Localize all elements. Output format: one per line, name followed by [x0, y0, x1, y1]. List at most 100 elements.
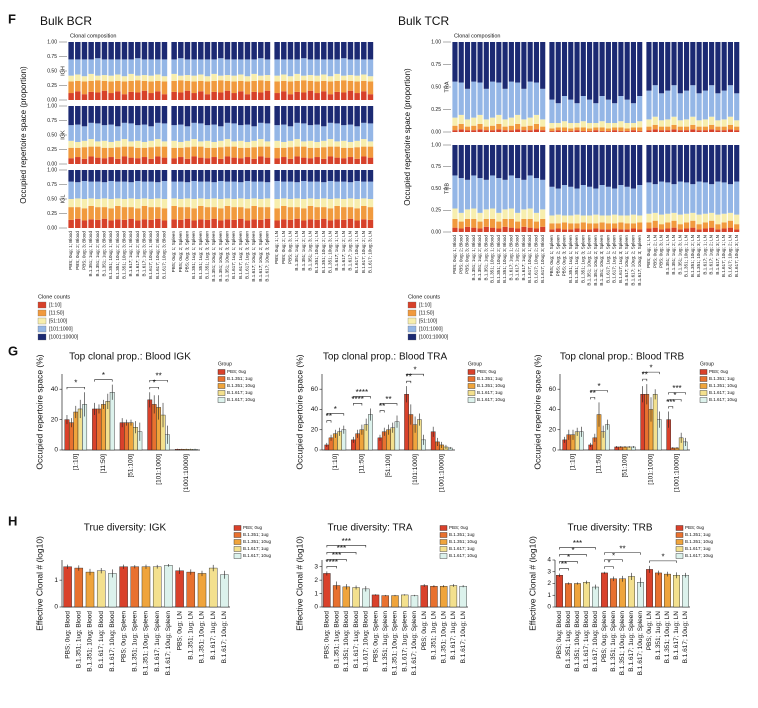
stack-segment: [496, 114, 502, 124]
stack-segment: [727, 145, 734, 185]
legend-label: [1:10]: [419, 302, 432, 308]
stack-segment: [264, 182, 271, 199]
stack-segment: [231, 42, 237, 60]
stack-segment: [361, 198, 367, 206]
stack-segment: [211, 218, 217, 228]
stack-segment: [101, 158, 108, 164]
stack-segment: [141, 90, 148, 100]
stack-segment: [334, 205, 340, 220]
stack-segment: [618, 127, 624, 132]
stack-segment: [161, 170, 168, 182]
legend-label: [1001:10000]: [49, 334, 79, 340]
stack-segment: [244, 181, 251, 199]
stack-segment: [587, 223, 593, 230]
x-tick-label: PBS; 0ug; 1; LN: [646, 235, 651, 268]
y-tick-label: 3: [314, 563, 318, 570]
stack-segment: [696, 93, 702, 121]
stack-segment: [75, 74, 81, 81]
stack-segment: [68, 170, 74, 182]
stack-segment: [274, 220, 280, 228]
stack-segment: [68, 207, 74, 220]
stack-segment: [287, 81, 294, 95]
stack-segment: [135, 106, 141, 126]
bar: [63, 566, 72, 608]
stack-segment: [115, 106, 121, 127]
significance-bracket: [604, 552, 641, 555]
stack-segment: [490, 42, 496, 82]
stack-segment: [161, 141, 168, 147]
stack-segment: [354, 140, 360, 148]
bar: [128, 422, 134, 451]
bar: [92, 408, 97, 451]
stack-segment: [294, 182, 300, 199]
stack-segment: [301, 199, 307, 209]
stack-segment: [75, 207, 81, 219]
stack-segment: [361, 181, 367, 199]
stack-segment: [115, 91, 121, 100]
stack-segment: [191, 199, 197, 209]
legend-label: B.1.351; 10ug: [227, 383, 256, 388]
stack-segment: [198, 205, 204, 220]
stack-segment: [690, 227, 696, 232]
stack-segment: [81, 199, 88, 209]
stack-segment: [238, 59, 244, 75]
stack-segment: [690, 85, 696, 117]
stack-segment: [75, 198, 81, 208]
stack-segment: [727, 116, 734, 125]
legend-label: B.1.351; 1ug: [243, 532, 269, 537]
stack-segment: [684, 228, 690, 232]
stack-segment: [231, 141, 237, 147]
stack-segment: [321, 106, 327, 127]
stack-segment: [580, 131, 586, 132]
stack-segment: [184, 158, 191, 164]
stack-segment: [121, 199, 128, 208]
stack-segment: [264, 90, 271, 100]
stack-segment: [287, 219, 294, 228]
legend-label: B.1.617; 1ug: [685, 546, 711, 551]
stack-segment: [264, 157, 271, 164]
stack-segment: [281, 91, 287, 100]
legend-swatch: [467, 369, 476, 375]
significance-label: ***: [672, 384, 681, 393]
stack-segment: [477, 123, 483, 130]
y-tick-label: 40: [549, 406, 557, 413]
stack-segment: [68, 181, 74, 199]
stack-segment: [314, 75, 320, 82]
legend-label: [1:10]: [49, 302, 62, 308]
stack-segment: [258, 156, 264, 164]
stack-segment: [178, 157, 184, 164]
stack-segment: [108, 181, 114, 199]
stack-segment: [274, 181, 280, 199]
stack-segment: [696, 229, 702, 232]
stack-segment: [224, 42, 231, 60]
stack-segment: [128, 91, 134, 100]
stack-segment: [128, 182, 134, 199]
stack-segment: [115, 74, 121, 81]
x-tick-label: [1001:10000]: [183, 454, 190, 492]
stack-segment: [599, 121, 605, 128]
bar: [628, 576, 635, 608]
stack-segment: [612, 145, 618, 189]
stack-segment: [327, 181, 334, 199]
stack-segment: [684, 126, 690, 131]
legend-label: B.1.351; 10ug: [685, 539, 714, 544]
stack-segment: [464, 42, 471, 89]
stack-segment: [81, 76, 88, 82]
stack-segment: [88, 80, 94, 92]
significance-bracket: [604, 566, 614, 569]
y-tick-label: 0.75: [431, 164, 441, 170]
stack-segment: [624, 223, 630, 230]
x-tick-label: B.1.617; 1ug; 2; Spleen: [238, 231, 243, 279]
stack-segment: [68, 81, 74, 94]
stack-segment: [477, 221, 483, 229]
stack-segment: [95, 157, 101, 164]
stack-segment: [630, 130, 637, 132]
chart-title: True diversity: TRB: [567, 523, 652, 534]
stack-segment: [121, 219, 128, 228]
stack-segment: [75, 80, 81, 92]
x-tick-label: B.1.351; 1ug; LN: [188, 611, 195, 660]
stack-segment: [483, 119, 489, 127]
stack-segment: [630, 103, 637, 123]
legend-label: PBS; 0ug: [449, 525, 469, 530]
stack-segment: [258, 170, 264, 182]
